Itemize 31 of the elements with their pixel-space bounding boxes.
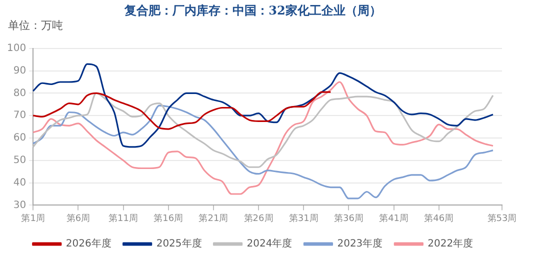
legend-label: 2024年度 (246, 238, 292, 250)
y-tick-label: 90 (13, 65, 26, 76)
legend-label: 2023年度 (337, 238, 383, 250)
chart-title: 复合肥：厂内库存：中国：32家化工企业（周） (124, 3, 382, 18)
x-tick-label: 第41周 (379, 212, 409, 224)
x-tick-label: 第6周 (66, 212, 90, 224)
x-tick-label: 第46周 (424, 212, 454, 224)
line-series (32, 91, 332, 130)
x-tick-label: 第21周 (198, 212, 228, 224)
line-series (32, 81, 494, 195)
x-tick-label: 第31周 (288, 212, 318, 224)
line-series (32, 92, 494, 168)
line-series (32, 104, 494, 200)
line-series (32, 63, 494, 148)
y-tick-label: 30 (13, 200, 26, 211)
y-tick-label: 100 (6, 42, 26, 54)
x-tick-label: 第1周 (21, 212, 45, 224)
legend-label: 2026年度 (66, 238, 112, 250)
legend-label: 2025年度 (156, 238, 202, 250)
y-tick-label: 80 (13, 88, 26, 99)
y-tick-label: 70 (13, 110, 26, 122)
x-tick-label: 第16周 (154, 212, 184, 224)
x-tick-label: 第53周 (487, 212, 517, 224)
legend-label: 2022年度 (428, 238, 474, 250)
x-tick-label: 第11周 (108, 212, 138, 224)
y-tick-label: 50 (13, 154, 26, 166)
y-tick-label: 60 (13, 132, 26, 144)
text: 单位：万吨 (8, 18, 63, 33)
x-tick-label: 第26周 (244, 212, 274, 224)
x-tick-label: 第36周 (334, 212, 364, 224)
y-tick-label: 40 (13, 177, 26, 188)
